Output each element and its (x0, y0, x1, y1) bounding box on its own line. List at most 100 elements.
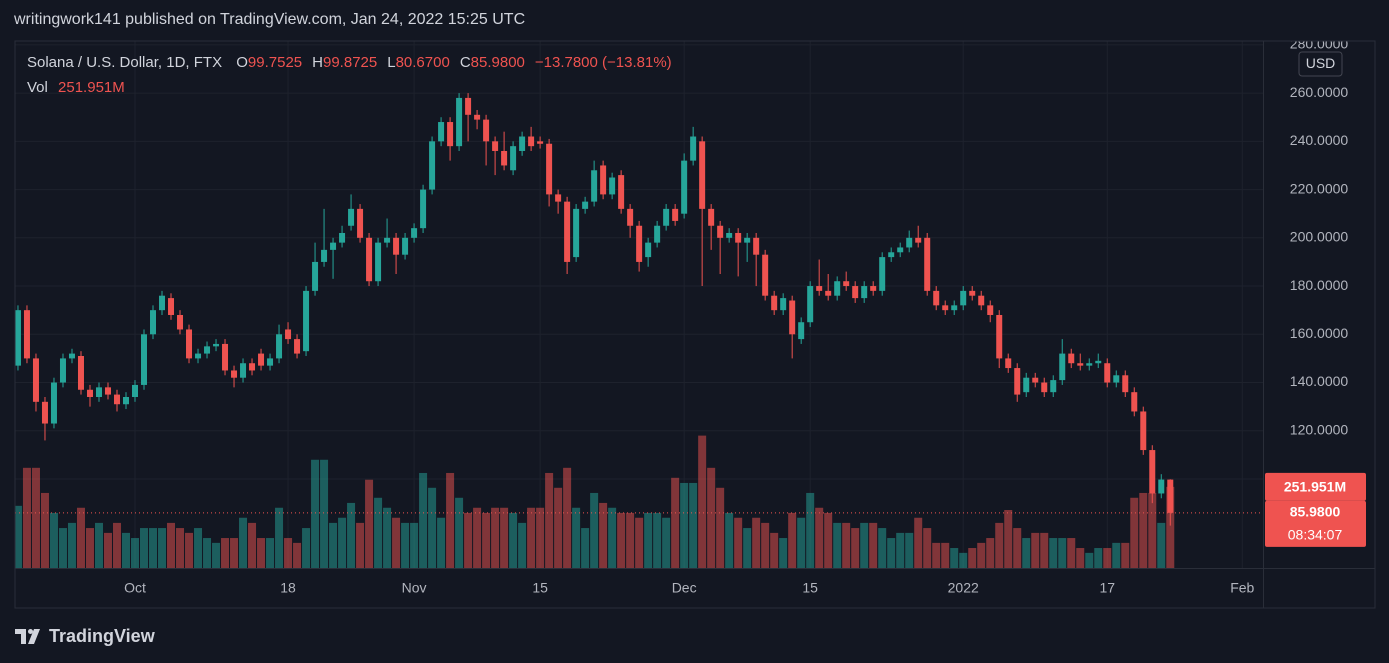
volume-bar (1121, 542, 1130, 568)
y-tick-label: 160.0000 (1290, 325, 1349, 341)
volume-bar (698, 435, 707, 568)
volume-bar (1040, 532, 1049, 568)
candle-body (789, 300, 796, 335)
candle-body (735, 232, 742, 243)
volume-bar (419, 472, 428, 568)
volume-bar (149, 528, 158, 568)
candle-body (375, 242, 382, 282)
volume-bar (257, 538, 266, 568)
volume-bar (527, 507, 536, 568)
volume-bar (1031, 532, 1040, 568)
volume-bar (977, 542, 986, 568)
candle-body (113, 394, 120, 405)
candle-body (186, 329, 193, 359)
volume-bar (1076, 548, 1085, 568)
candle-body (50, 382, 57, 424)
candle-body (672, 208, 679, 221)
candle-body (195, 353, 202, 359)
candle-body (240, 363, 247, 378)
candle-body (726, 232, 733, 238)
candle-body (1086, 363, 1093, 366)
x-tick-label: 17 (1099, 580, 1115, 596)
y-tick-label: 200.0000 (1290, 229, 1349, 245)
x-tick-label: 2022 (948, 580, 979, 596)
volume-bar (266, 538, 275, 568)
volume-bar (103, 532, 112, 568)
candle-body (1023, 377, 1030, 393)
candle-body (1050, 380, 1057, 393)
candle-body (267, 358, 274, 366)
candle-body (879, 257, 886, 291)
legend-value: 99.8725 (323, 54, 378, 71)
candle-body (86, 389, 93, 397)
volume-bar (230, 538, 239, 568)
candle-body (177, 314, 184, 330)
candle-body (807, 286, 814, 323)
candle-body (447, 122, 454, 147)
volume-bar (1049, 538, 1058, 568)
candle-body (663, 208, 670, 226)
volume-bar (203, 538, 212, 568)
volume-bar (194, 528, 203, 568)
y-tick-label: 120.0000 (1290, 421, 1349, 437)
volume-bar (1148, 492, 1157, 568)
candle-body (1122, 375, 1129, 393)
volume-bar (410, 522, 419, 568)
candle-body (906, 237, 913, 248)
volume-bar (94, 522, 103, 568)
y-tick-label: 220.0000 (1290, 180, 1349, 196)
volume-bar (788, 512, 797, 568)
volume-bar (941, 542, 950, 568)
candle-body (510, 146, 517, 171)
candle-body (816, 286, 823, 291)
volume-bar (995, 522, 1004, 568)
candle-body (915, 237, 922, 243)
candle-body (1005, 358, 1012, 369)
volume-bar (644, 512, 653, 568)
candle-body (834, 281, 841, 296)
volume-bar (1013, 528, 1022, 568)
volume-bar (212, 542, 221, 568)
candle-body (456, 97, 463, 147)
symbol: Solana / U.S. Dollar, 1D, FTX (27, 54, 223, 71)
candle-body (861, 286, 868, 299)
volume-bar (968, 548, 977, 568)
candle-body (600, 165, 607, 195)
candle-body (330, 242, 337, 250)
legend-key: O (236, 54, 248, 71)
volume-bar (1103, 548, 1112, 568)
volume-bar (887, 538, 896, 568)
volume-bar (923, 528, 932, 568)
candle-body (303, 290, 310, 352)
candle-body (159, 295, 166, 311)
volume-bar (878, 528, 887, 568)
volume-bar (770, 532, 779, 568)
volume-value: 251.951M (58, 79, 125, 96)
volume-badge (1265, 472, 1366, 501)
candle-body (627, 208, 634, 226)
volume-bar (455, 497, 464, 568)
volume-bar (797, 517, 806, 568)
volume-bar (554, 487, 563, 568)
candle-body (987, 305, 994, 315)
volume-bar (121, 532, 130, 568)
volume-bar (914, 517, 923, 568)
volume-bar (158, 528, 167, 568)
volume-bar (22, 467, 31, 568)
volume-bar (85, 528, 94, 568)
candle-body (357, 208, 364, 238)
candle-body (231, 370, 238, 378)
volume-bar (545, 472, 554, 568)
volume-bar (76, 507, 85, 568)
candle-body (717, 225, 724, 238)
volume-bar (662, 517, 671, 568)
volume-bar (599, 502, 608, 568)
publisher: writingwork141 published on TradingView.… (14, 11, 526, 28)
candle-body (708, 208, 715, 226)
volume-bar (140, 528, 149, 568)
volume-bar (635, 517, 644, 568)
candle-body (393, 237, 400, 255)
candle-body (1131, 392, 1138, 412)
